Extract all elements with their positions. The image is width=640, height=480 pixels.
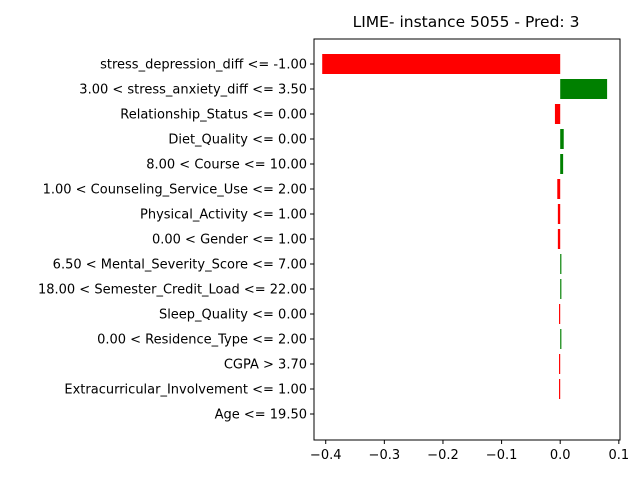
y-tick-label: 18.00 < Semester_Credit_Load <= 22.00 bbox=[38, 283, 307, 298]
y-tick-label: Extracurricular_Involvement <= 1.00 bbox=[64, 383, 307, 398]
bar bbox=[557, 179, 561, 199]
y-tick-label: 0.00 < Gender <= 1.00 bbox=[152, 233, 307, 248]
bars-group bbox=[322, 54, 608, 399]
bar bbox=[560, 329, 562, 349]
bar bbox=[560, 154, 564, 174]
y-tick-label: stress_depression_diff <= -1.00 bbox=[100, 58, 307, 73]
x-tick-label: −0.3 bbox=[369, 448, 401, 463]
x-tick-label: −0.4 bbox=[310, 448, 342, 463]
bar bbox=[560, 79, 608, 99]
y-tick-label: 1.00 < Counseling_Service_Use <= 2.00 bbox=[43, 183, 307, 198]
bar bbox=[557, 229, 561, 249]
bar bbox=[322, 54, 561, 74]
bar bbox=[560, 254, 562, 274]
y-tick-label: 8.00 < Course <= 10.00 bbox=[146, 158, 307, 173]
bar bbox=[559, 379, 561, 399]
y-tick-label: 0.00 < Residence_Type <= 2.00 bbox=[97, 333, 307, 348]
y-axis-ticks: stress_depression_diff <= -1.00 3.00 < st… bbox=[38, 58, 314, 423]
x-tick-label: −0.2 bbox=[427, 448, 459, 463]
y-tick-label: Age <= 19.50 bbox=[215, 408, 307, 423]
x-tick-label: 0.1 bbox=[608, 448, 629, 463]
bar bbox=[559, 304, 561, 324]
y-tick-label: Relationship_Status <= 0.00 bbox=[120, 108, 307, 123]
plot-frame bbox=[313, 38, 621, 441]
x-tick-label: 0.0 bbox=[550, 448, 571, 463]
x-tick-label: −0.1 bbox=[486, 448, 518, 463]
chart-title: LIME- instance 5055 - Pred: 3 bbox=[353, 13, 580, 31]
bar bbox=[557, 204, 561, 224]
y-tick-label: Physical_Activity <= 1.00 bbox=[140, 208, 307, 223]
y-tick-label: 3.00 < stress_anxiety_diff <= 3.50 bbox=[79, 83, 307, 98]
y-tick-label: CGPA > 3.70 bbox=[224, 358, 307, 373]
y-tick-label: Sleep_Quality <= 0.00 bbox=[159, 308, 307, 323]
bar bbox=[559, 354, 561, 374]
bar bbox=[554, 104, 561, 124]
bar bbox=[560, 279, 562, 299]
y-tick-label: 6.50 < Mental_Severity_Score <= 7.00 bbox=[53, 258, 307, 273]
y-tick-label: Diet_Quality <= 0.00 bbox=[168, 133, 307, 148]
bar bbox=[560, 129, 564, 149]
x-axis-ticks: −0.4 −0.3 −0.2 −0.1 0.0 0.1 bbox=[310, 440, 629, 463]
